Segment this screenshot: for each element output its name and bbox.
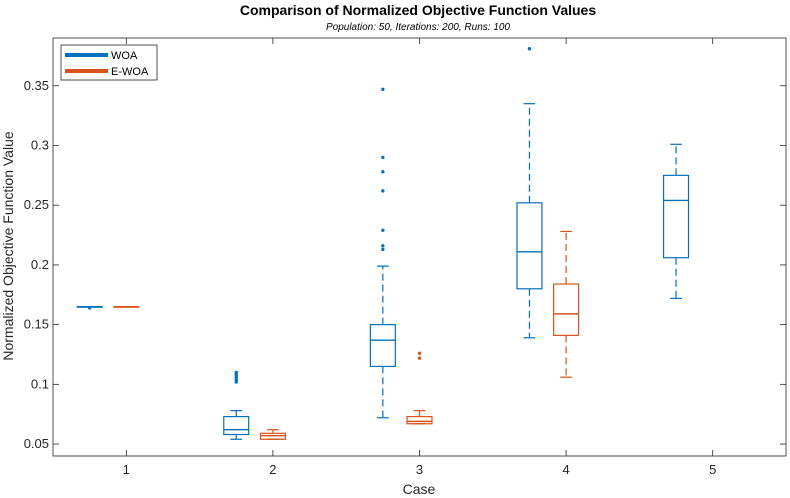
- box-e-woa-case-2: [259, 429, 286, 440]
- box-woa-case-4: [516, 47, 543, 339]
- box-e-woa-case-3: [406, 351, 433, 425]
- plot-frame: [52, 37, 787, 457]
- box-woa-case-2: [223, 370, 250, 440]
- outlier-point: [234, 375, 238, 379]
- outlier-point: [381, 155, 385, 160]
- box-woa-case-5: [662, 143, 690, 299]
- legend-label-ewoa: E-WOA: [111, 66, 149, 78]
- axis-ticks: 1 2 3 4 5 0.05 0.1 0.15 0.2 0.25 0.3 0.35: [24, 38, 786, 477]
- box-woa-case-3: [369, 87, 396, 419]
- outlier-point: [381, 189, 385, 193]
- box-iqr: [553, 283, 580, 336]
- chart-subtitle: Population: 50, Iterations: 200, Runs: 1…: [326, 22, 510, 33]
- plot-area: [76, 47, 690, 440]
- outlier-point: [381, 170, 385, 174]
- x-tick-label: 3: [416, 462, 423, 477]
- outlier-point: [234, 380, 238, 384]
- box-iqr: [406, 415, 433, 425]
- box-iqr: [223, 415, 250, 436]
- box-e-woa-case-1: [113, 306, 140, 308]
- legend-label-woa: WOA: [111, 50, 138, 62]
- outlier-point: [234, 370, 238, 375]
- x-tick-label: 5: [709, 462, 716, 477]
- y-tick-label: 0.3: [31, 137, 49, 152]
- x-tick-label: 1: [123, 462, 130, 477]
- y-axis-label: Normalized Objective Function Value: [0, 131, 16, 361]
- outlier-point: [87, 306, 92, 310]
- box-iqr: [516, 202, 543, 290]
- outlier-point: [234, 377, 238, 382]
- outlier-point: [417, 351, 422, 355]
- y-tick-label: 0.1: [31, 376, 49, 391]
- box-e-woa-case-4: [553, 230, 580, 378]
- y-tick-label: 0.15: [24, 317, 49, 332]
- chart-title: Comparison of Normalized Objective Funct…: [240, 2, 597, 18]
- x-tick-label: 4: [562, 462, 569, 477]
- y-tick-label: 0.2: [31, 257, 49, 272]
- outlier-point: [381, 87, 385, 92]
- x-tick-label: 2: [269, 462, 276, 477]
- legend: WOA E-WOA: [60, 44, 158, 81]
- box-woa-case-1: [76, 306, 103, 310]
- x-axis-label: Case: [403, 481, 436, 497]
- legend-box: [60, 44, 158, 81]
- y-tick-label: 0.05: [24, 436, 49, 451]
- y-tick-label: 0.35: [24, 78, 49, 93]
- box-iqr: [662, 174, 690, 259]
- outlier-point: [381, 244, 385, 248]
- outlier-point: [234, 373, 238, 377]
- box-iqr: [369, 324, 396, 368]
- outlier-point: [527, 47, 532, 51]
- outlier-point: [381, 228, 385, 232]
- y-tick-label: 0.25: [24, 197, 49, 212]
- outlier-point: [381, 247, 385, 252]
- outlier-point: [417, 356, 422, 360]
